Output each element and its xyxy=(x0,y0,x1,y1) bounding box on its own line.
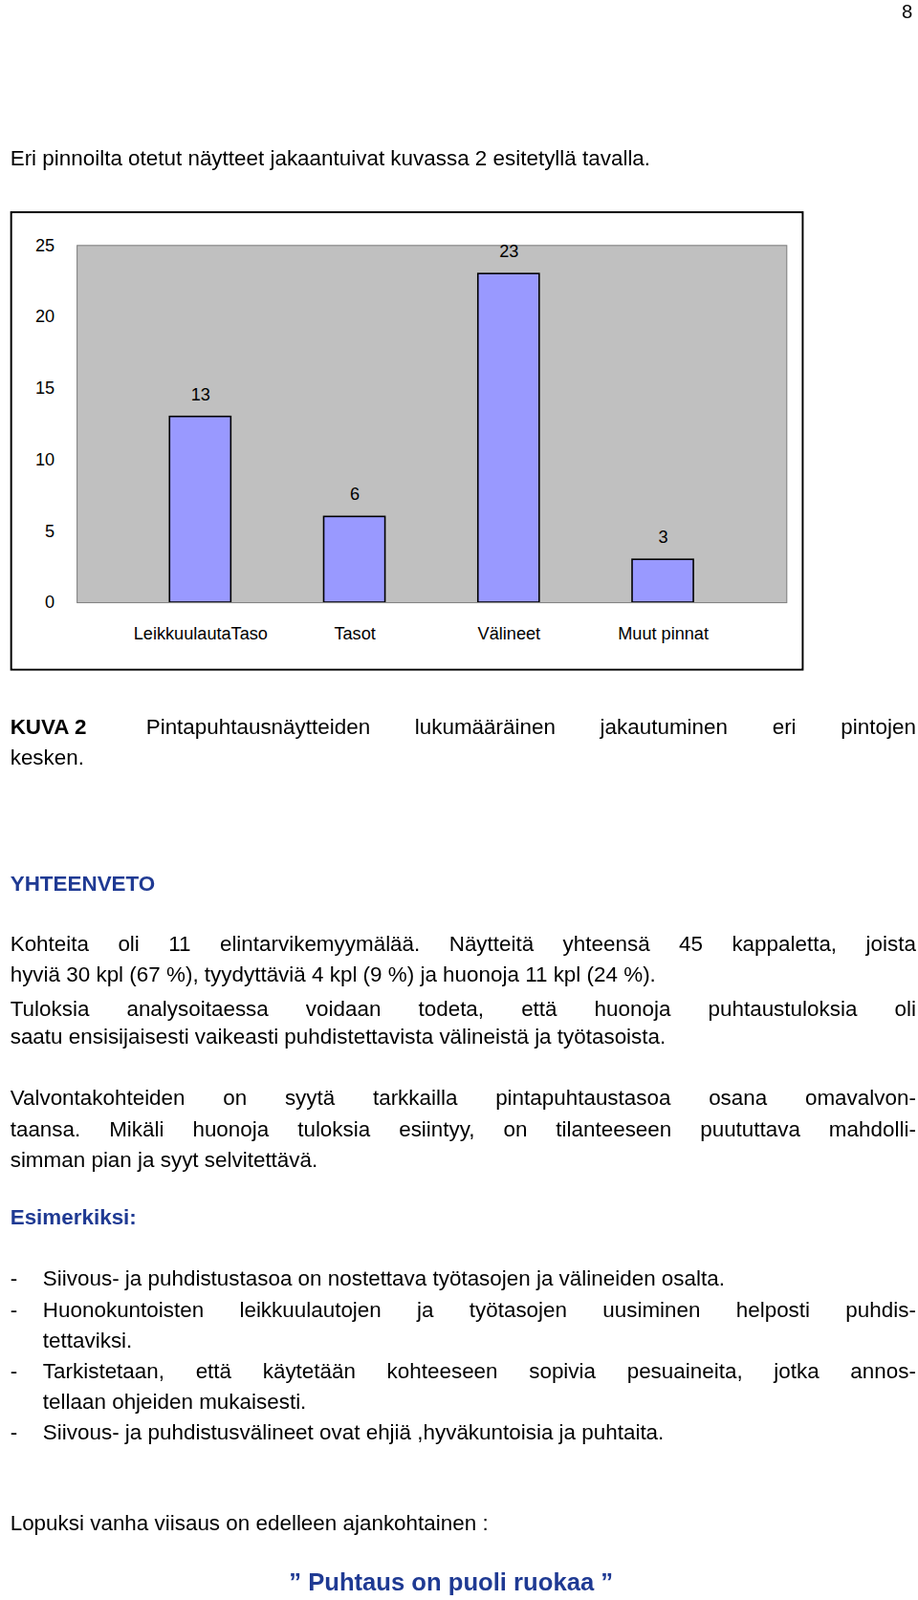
html-text:saatu ensisijaisesti vaikeasti: saatu ensisijaisesti vaikeasti puhdistet… xyxy=(10,1025,666,1049)
html-text:taansa. Mikäli huonoja tuloksi: taansa. Mikäli huonoja tuloksia esiintyy… xyxy=(10,1117,916,1141)
svg-text:10: 10 xyxy=(35,450,55,470)
html-text:Kohteita oli 11 elintarvikemyy: Kohteita oli 11 elintarvikemyymälää. Näy… xyxy=(10,932,916,956)
html-text:Lopuksi vanha viisaus on edell: Lopuksi vanha viisaus on edelleen ajanko… xyxy=(10,1511,489,1535)
html-text:tettaviksi.: tettaviksi. xyxy=(42,1328,133,1352)
svg-text:20: 20 xyxy=(35,306,55,327)
html-text:Valvontakohteiden on syytä tar: Valvontakohteiden on syytä tarkkailla pi… xyxy=(10,1086,916,1111)
html-text:Siivous- ja puhdistustasoa on: Siivous- ja puhdistustasoa on nostettava… xyxy=(42,1267,725,1291)
html-text:simman pian ja syyt selvitettä: simman pian ja syyt selvitettävä. xyxy=(10,1147,318,1172)
html-text:Pintapuhtausnäytteiden lukumää: Pintapuhtausnäytteiden lukumääräinen jak… xyxy=(146,714,916,739)
html-text:kesken.: kesken. xyxy=(10,745,85,769)
html-text:Esimerkiksi:: Esimerkiksi: xyxy=(10,1205,137,1230)
html-text:8: 8 xyxy=(901,1,913,23)
html-text:KUVA 2: KUVA 2 xyxy=(10,714,87,739)
html-text:tellaan ohjeiden mukaisesti.: tellaan ohjeiden mukaisesti. xyxy=(42,1389,307,1414)
html-text:Eri pinnoilta otetut näytteet: Eri pinnoilta otetut näytteet jakaantuiv… xyxy=(10,146,651,170)
html-text:YHTEENVETO: YHTEENVETO xyxy=(10,872,156,896)
svg-text:13: 13 xyxy=(191,385,211,405)
svg-text:5: 5 xyxy=(44,522,55,542)
svg-text:LeikkuulautaTaso: LeikkuulautaTaso xyxy=(133,624,268,644)
svg-text:0: 0 xyxy=(44,592,55,612)
svg-text:23: 23 xyxy=(499,241,519,262)
html-text:hyviä 30 kpl (67 %), tyydyttäv: hyviä 30 kpl (67 %), tyydyttäviä 4 kpl (… xyxy=(10,962,656,987)
svg-text:15: 15 xyxy=(35,378,55,398)
svg-text:Muut pinnat: Muut pinnat xyxy=(617,624,709,644)
html-text:” Puhtaus on puoli ruokaa ”: ” Puhtaus on puoli ruokaa ” xyxy=(288,1568,614,1597)
svg-text:6: 6 xyxy=(349,484,360,504)
svg-text:Välineet: Välineet xyxy=(478,624,542,644)
svg-text:3: 3 xyxy=(658,527,669,547)
html-text:Tuloksia analysoitaessa voidaa: Tuloksia analysoitaessa voidaan todeta, … xyxy=(10,996,916,1021)
html-text:Huonokuntoisten leikkuulautoje: Huonokuntoisten leikkuulautojen ja työta… xyxy=(42,1297,916,1322)
svg-text:Tasot: Tasot xyxy=(333,624,375,644)
html-text:Siivous- ja puhdistusvälineet: Siivous- ja puhdistusvälineet ovat ehjiä… xyxy=(42,1420,664,1444)
html-text:Tarkistetaan, että käytetään k: Tarkistetaan, että käytetään kohteeseen … xyxy=(42,1359,916,1383)
svg-text:25: 25 xyxy=(35,236,55,256)
